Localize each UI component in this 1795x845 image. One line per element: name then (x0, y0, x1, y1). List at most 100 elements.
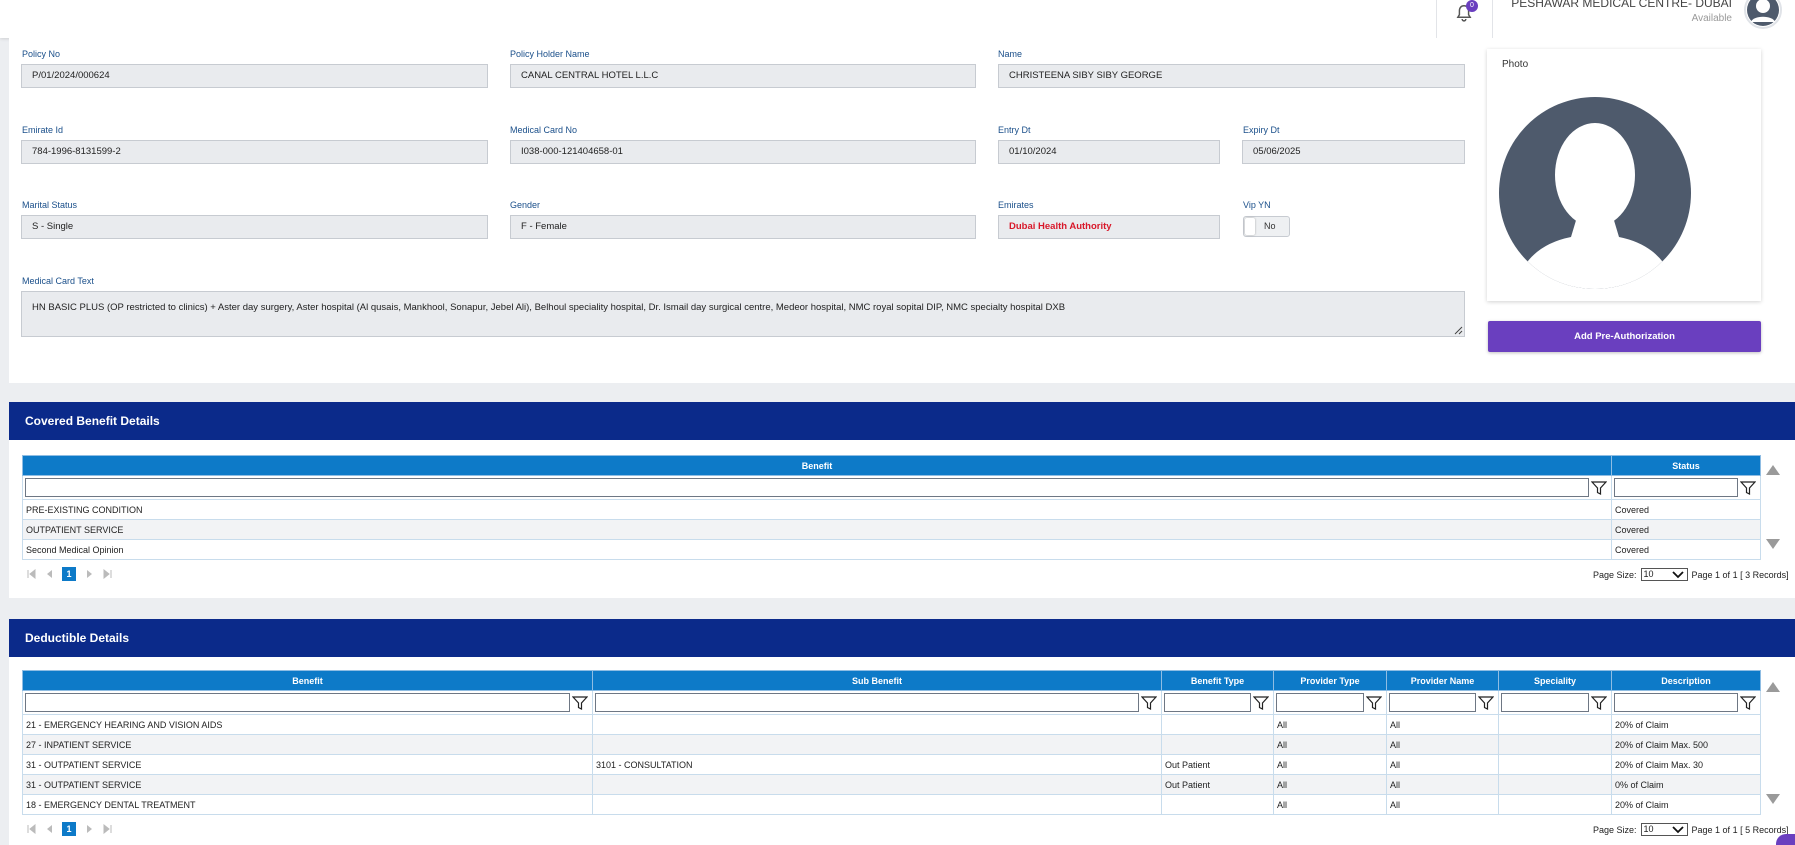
add-pre-authorization-button[interactable]: Add Pre-Authorization (1488, 321, 1761, 352)
scroll-up-icon[interactable] (1765, 681, 1781, 693)
table-row[interactable]: PRE-EXISTING CONDITION Covered (22, 499, 1761, 520)
filter-icon[interactable] (1738, 693, 1758, 712)
expiry-date-field[interactable]: 05/06/2025 (1242, 140, 1465, 164)
table-row[interactable]: 21 - EMERGENCY HEARING AND VISION AIDS A… (22, 714, 1761, 735)
table-row[interactable]: 31 - OUTPATIENT SERVICE Out Patient All … (22, 774, 1761, 795)
header-divider (1436, 0, 1437, 38)
covered-page-info: Page Size: 10 Page 1 of 1 [ 3 Records] (1593, 568, 1789, 581)
cell-provider-type: All (1273, 734, 1387, 755)
column-header-sub-benefit[interactable]: Sub Benefit (592, 670, 1162, 691)
user-avatar[interactable] (1744, 0, 1782, 29)
next-page-icon[interactable] (85, 824, 95, 834)
cell-benefit-type (1161, 714, 1274, 735)
photo-card: Photo (1487, 49, 1761, 301)
column-header-description[interactable]: Description (1611, 670, 1761, 691)
cell-provider-type: All (1273, 794, 1387, 815)
deductible-table: Benefit Sub Benefit Benefit Type Provide… (22, 670, 1761, 815)
filter-icon[interactable] (570, 693, 590, 712)
cell-speciality (1498, 774, 1612, 795)
prev-page-icon[interactable] (44, 569, 54, 579)
cell-sub-benefit (592, 794, 1162, 815)
chevron-down-icon (1671, 571, 1684, 579)
table-row[interactable]: OUTPATIENT SERVICE Covered (22, 519, 1761, 540)
filter-cell (1386, 690, 1499, 715)
filter-row (22, 475, 1761, 500)
emirates-field[interactable]: Dubai Health Authority (998, 215, 1220, 239)
policy-no-field[interactable]: P/01/2024/000624 (21, 64, 488, 88)
scroll-up-icon[interactable] (1765, 464, 1781, 476)
current-page[interactable]: 1 (62, 567, 76, 581)
column-header-provider-type[interactable]: Provider Type (1273, 670, 1387, 691)
speciality-filter-input[interactable] (1501, 693, 1589, 712)
column-header-provider-name[interactable]: Provider Name (1386, 670, 1499, 691)
medical-card-text-field[interactable]: HN BASIC PLUS (OP restricted to clinics)… (21, 291, 1465, 337)
emirate-id-field[interactable]: 784-1996-8131599-2 (21, 140, 488, 164)
filter-icon[interactable] (1139, 693, 1159, 712)
filter-icon[interactable] (1364, 693, 1384, 712)
description-filter-input[interactable] (1614, 693, 1738, 712)
page-size-value: 10 (1643, 824, 1654, 834)
provider-name-filter-input[interactable] (1389, 693, 1476, 712)
policy-holder-label: Policy Holder Name (510, 49, 590, 59)
medical-card-text-label: Medical Card Text (22, 276, 94, 286)
table-row[interactable]: 18 - EMERGENCY DENTAL TREATMENT All All … (22, 794, 1761, 815)
filter-cell (592, 690, 1162, 715)
expiry-date-label: Expiry Dt (1243, 125, 1280, 135)
current-page[interactable]: 1 (62, 822, 76, 836)
column-header-status[interactable]: Status (1611, 455, 1761, 476)
medical-card-no-field[interactable]: I038-000-121404658-01 (510, 140, 976, 164)
marital-status-field[interactable]: S - Single (21, 215, 488, 239)
cell-benefit: 31 - OUTPATIENT SERVICE (22, 754, 593, 775)
next-page-icon[interactable] (85, 569, 95, 579)
filter-icon[interactable] (1589, 478, 1609, 497)
table-row[interactable]: 27 - INPATIENT SERVICE All All 20% of Cl… (22, 734, 1761, 755)
resize-grip-icon[interactable] (1453, 325, 1463, 335)
last-page-icon[interactable] (103, 824, 113, 834)
page-size-select[interactable]: 10 (1640, 823, 1688, 836)
table-row[interactable]: Second Medical Opinion Covered (22, 539, 1761, 560)
last-page-icon[interactable] (103, 569, 113, 579)
table-row[interactable]: 31 - OUTPATIENT SERVICE 3101 - CONSULTAT… (22, 754, 1761, 775)
benefit-filter-input[interactable] (25, 693, 570, 712)
provider-type-filter-input[interactable] (1276, 693, 1364, 712)
cell-provider-name: All (1386, 774, 1499, 795)
gender-field[interactable]: F - Female (510, 215, 976, 239)
entry-date-field[interactable]: 01/10/2024 (998, 140, 1220, 164)
vip-toggle[interactable]: No (1243, 216, 1290, 237)
first-page-icon[interactable] (26, 569, 36, 579)
page-size-label: Page Size: (1593, 824, 1637, 835)
filter-icon[interactable] (1251, 693, 1271, 712)
filter-cell (1611, 690, 1761, 715)
chat-launcher-button[interactable] (1776, 834, 1795, 845)
filter-icon[interactable] (1476, 693, 1496, 712)
cell-benefit-type: Out Patient (1161, 774, 1274, 795)
deductible-page-info: Page Size: 10 Page 1 of 1 [ 5 Records] (1593, 823, 1789, 836)
prev-page-icon[interactable] (44, 824, 54, 834)
column-header-speciality[interactable]: Speciality (1498, 670, 1612, 691)
cell-speciality (1498, 794, 1612, 815)
cell-description: 20% of Claim (1611, 714, 1761, 735)
benefit-filter-input[interactable] (25, 478, 1589, 497)
filter-icon[interactable] (1738, 478, 1758, 497)
marital-status-label: Marital Status (22, 200, 78, 210)
page-size-select[interactable]: 10 (1640, 568, 1688, 581)
benefit-type-filter-input[interactable] (1164, 693, 1251, 712)
scroll-down-icon[interactable] (1765, 538, 1781, 550)
policy-holder-field[interactable]: CANAL CENTRAL HOTEL L.L.C (510, 64, 976, 88)
first-page-icon[interactable] (26, 824, 36, 834)
column-header-benefit[interactable]: Benefit (22, 455, 1612, 476)
cell-speciality (1498, 734, 1612, 755)
column-header-benefit[interactable]: Benefit (22, 670, 593, 691)
cell-benefit: 21 - EMERGENCY HEARING AND VISION AIDS (22, 714, 593, 735)
filter-icon[interactable] (1589, 693, 1609, 712)
member-name-field[interactable]: CHRISTEENA SIBY SIBY GEORGE (998, 64, 1465, 88)
notification-count-badge: 0 (1466, 0, 1478, 12)
medical-card-no-label: Medical Card No (510, 125, 578, 135)
sub-benefit-filter-input[interactable] (595, 693, 1139, 712)
page-size-label: Page Size: (1593, 569, 1637, 580)
scroll-down-icon[interactable] (1765, 793, 1781, 805)
page-records-info: Page 1 of 1 [ 5 Records] (1691, 824, 1789, 835)
column-header-benefit-type[interactable]: Benefit Type (1161, 670, 1274, 691)
cell-benefit: 27 - INPATIENT SERVICE (22, 734, 593, 755)
status-filter-input[interactable] (1614, 478, 1738, 497)
